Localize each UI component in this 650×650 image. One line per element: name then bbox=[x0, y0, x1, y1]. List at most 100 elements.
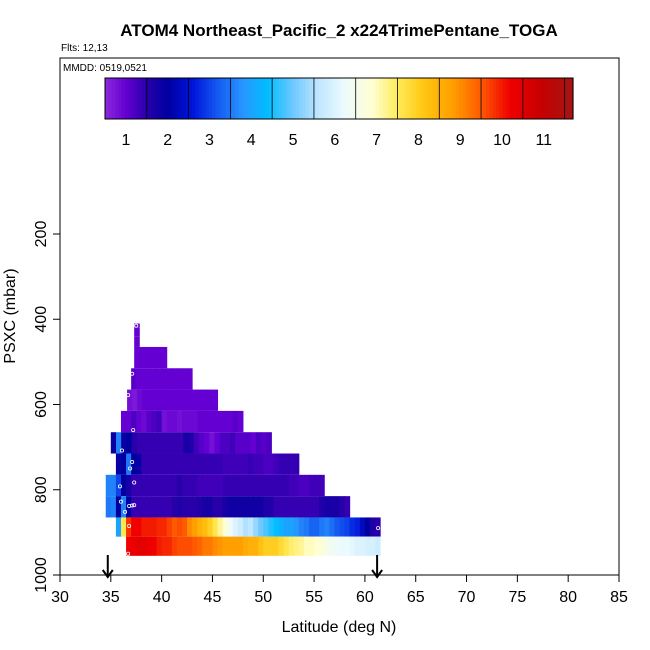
colorbar-tick-label: 2 bbox=[163, 132, 172, 149]
colorbar-segment bbox=[462, 78, 467, 119]
heatmap-cell bbox=[131, 474, 137, 497]
heatmap-cell bbox=[120, 474, 127, 497]
heatmap-cell bbox=[171, 474, 178, 497]
heatmap-cell bbox=[288, 517, 295, 537]
heatmap-cell bbox=[131, 410, 137, 433]
colorbar-segment bbox=[248, 78, 253, 119]
heatmap-cell bbox=[364, 536, 371, 556]
heatmap-cell bbox=[187, 410, 193, 433]
heatmap-cell bbox=[354, 536, 361, 556]
heatmap-cell bbox=[309, 474, 315, 497]
heatmap-cell bbox=[258, 496, 264, 518]
colorbar-segment bbox=[486, 78, 491, 119]
colorbar-segment bbox=[158, 78, 163, 119]
heatmap-cell bbox=[266, 432, 272, 454]
heatmap-cell bbox=[283, 536, 290, 556]
flight-marker-arrow bbox=[371, 555, 383, 579]
colorbar-segment bbox=[155, 78, 160, 119]
heatmap-cell bbox=[339, 517, 346, 537]
heatmap-cell bbox=[126, 474, 132, 497]
colorbar-segment bbox=[405, 78, 410, 119]
heatmap-cell bbox=[229, 432, 236, 454]
heatmap-cell bbox=[146, 474, 152, 497]
colorbar-segment bbox=[489, 78, 494, 119]
heatmap-cell bbox=[237, 517, 244, 537]
heatmap-cell bbox=[146, 410, 152, 433]
y-tick-label: 1000 bbox=[33, 557, 50, 593]
heatmap-cell bbox=[192, 536, 198, 556]
colorbar-segment bbox=[546, 78, 551, 119]
heatmap-cell bbox=[136, 536, 142, 556]
heatmap-cell bbox=[136, 432, 143, 454]
heatmap-cell bbox=[187, 368, 193, 390]
colorbar-segment bbox=[392, 78, 397, 119]
heatmap-cell bbox=[248, 474, 254, 497]
heatmap-cell bbox=[364, 517, 371, 537]
colorbar-tick-label: 1 bbox=[121, 132, 130, 149]
heatmap-cell bbox=[288, 474, 295, 497]
heatmap-cell bbox=[354, 517, 361, 537]
sample-point bbox=[119, 448, 124, 453]
heatmap-cell bbox=[136, 410, 142, 433]
colorbar-segment bbox=[492, 78, 497, 119]
heatmap-cell bbox=[319, 496, 325, 518]
heatmap-cell bbox=[202, 389, 208, 411]
heatmap-cell bbox=[187, 496, 193, 518]
colorbar: 1 2 3 4 5 6 7 8 9 10 11 bbox=[104, 77, 574, 149]
heatmap-cell bbox=[314, 536, 320, 556]
heatmap-cell bbox=[207, 389, 214, 411]
heatmap-cell bbox=[232, 536, 239, 556]
colorbar-segment bbox=[439, 78, 444, 119]
colorbar-segment bbox=[191, 78, 196, 119]
colorbar-segment bbox=[509, 78, 514, 119]
heatmap-cell bbox=[268, 453, 274, 475]
colorbar-segment bbox=[181, 78, 186, 119]
flight-markers bbox=[101, 555, 383, 579]
heatmap-cell bbox=[146, 517, 152, 537]
heatmap-cell bbox=[136, 496, 142, 518]
heatmap-cell bbox=[181, 496, 188, 518]
heatmap-cell bbox=[115, 517, 122, 537]
heatmap-cell bbox=[207, 496, 213, 518]
heatmap-cell bbox=[161, 410, 168, 433]
heatmap-cell bbox=[166, 536, 173, 556]
colorbar-segment bbox=[121, 78, 126, 119]
sample-point bbox=[376, 526, 381, 531]
colorbar-segment bbox=[198, 78, 203, 119]
heatmap-cell bbox=[293, 474, 300, 497]
heatmap-cell bbox=[227, 453, 234, 475]
colorbar-segment bbox=[222, 78, 226, 119]
colorbar-segment bbox=[422, 78, 427, 119]
heatmap-cell bbox=[156, 536, 163, 556]
heatmap-cell bbox=[134, 346, 141, 369]
colorbar-segment bbox=[402, 78, 407, 119]
heatmap-cell bbox=[202, 410, 208, 433]
heatmap-cell bbox=[283, 453, 290, 475]
heatmap-cell bbox=[156, 517, 163, 537]
heatmap-cell bbox=[369, 536, 376, 556]
heatmap-cell bbox=[202, 496, 208, 518]
heatmap-cell bbox=[145, 346, 151, 369]
heatmap-cell bbox=[268, 517, 274, 537]
heatmap-cell bbox=[188, 432, 195, 454]
heatmap-cell bbox=[137, 389, 143, 411]
heatmap-cell bbox=[141, 536, 147, 556]
colorbar-tick-label: 9 bbox=[456, 132, 465, 149]
colorbar-segment bbox=[435, 78, 440, 119]
heatmap-cell bbox=[263, 453, 269, 475]
heatmap-cell bbox=[258, 453, 264, 475]
colorbar-segment bbox=[305, 78, 310, 119]
colorbar-segment bbox=[302, 78, 307, 119]
colorbar-segment bbox=[419, 78, 424, 119]
heatmap-cell bbox=[136, 474, 142, 497]
heatmap-cell bbox=[131, 368, 137, 390]
heatmap-cell bbox=[161, 517, 168, 537]
colorbar-segment bbox=[476, 78, 480, 119]
heatmap-cell bbox=[255, 432, 262, 454]
colorbar-segment bbox=[178, 78, 183, 119]
heatmap-cell bbox=[142, 389, 148, 411]
sample-point bbox=[132, 503, 137, 508]
heatmap-cell bbox=[151, 496, 158, 518]
heatmap-cell bbox=[250, 432, 257, 454]
heatmap-cell bbox=[166, 410, 173, 433]
